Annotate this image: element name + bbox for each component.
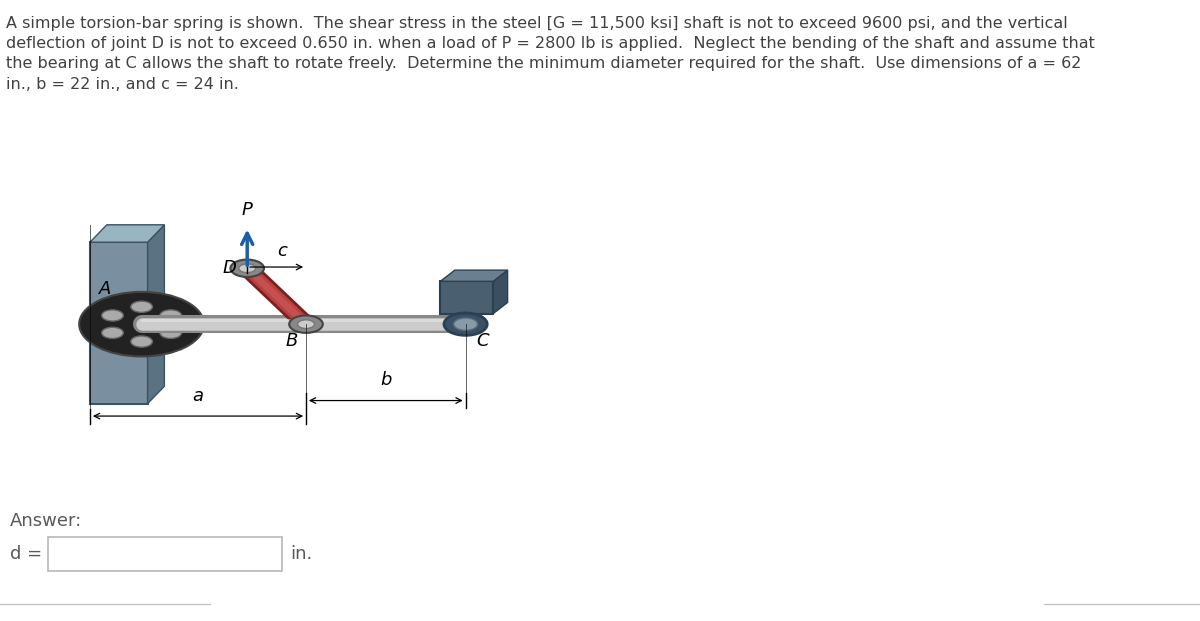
Text: B: B	[286, 332, 298, 350]
Circle shape	[289, 315, 323, 333]
Circle shape	[131, 301, 152, 312]
Circle shape	[102, 310, 124, 321]
Circle shape	[444, 313, 487, 335]
Text: D: D	[222, 260, 236, 277]
Text: in.: in.	[290, 545, 313, 563]
Circle shape	[230, 260, 264, 277]
FancyBboxPatch shape	[90, 242, 148, 404]
Circle shape	[79, 292, 204, 356]
Circle shape	[454, 318, 478, 330]
Circle shape	[102, 327, 124, 338]
Polygon shape	[148, 225, 164, 404]
Circle shape	[131, 336, 152, 347]
Text: d =: d =	[10, 545, 42, 563]
Text: A: A	[100, 280, 112, 297]
Text: b: b	[380, 371, 391, 389]
Text: A simple torsion-bar spring is shown.  The shear stress in the steel [G = 11,500: A simple torsion-bar spring is shown. Th…	[6, 16, 1094, 92]
Polygon shape	[90, 225, 164, 242]
Text: C: C	[476, 332, 490, 350]
Polygon shape	[493, 270, 508, 314]
FancyBboxPatch shape	[48, 537, 282, 571]
Text: c: c	[277, 242, 288, 260]
Circle shape	[298, 320, 314, 329]
Polygon shape	[440, 270, 508, 281]
Text: a: a	[192, 387, 204, 405]
Text: Answer:: Answer:	[10, 512, 82, 530]
Circle shape	[160, 327, 181, 338]
Circle shape	[239, 264, 256, 273]
Text: P: P	[241, 201, 253, 219]
FancyBboxPatch shape	[440, 281, 493, 314]
Circle shape	[160, 310, 181, 321]
